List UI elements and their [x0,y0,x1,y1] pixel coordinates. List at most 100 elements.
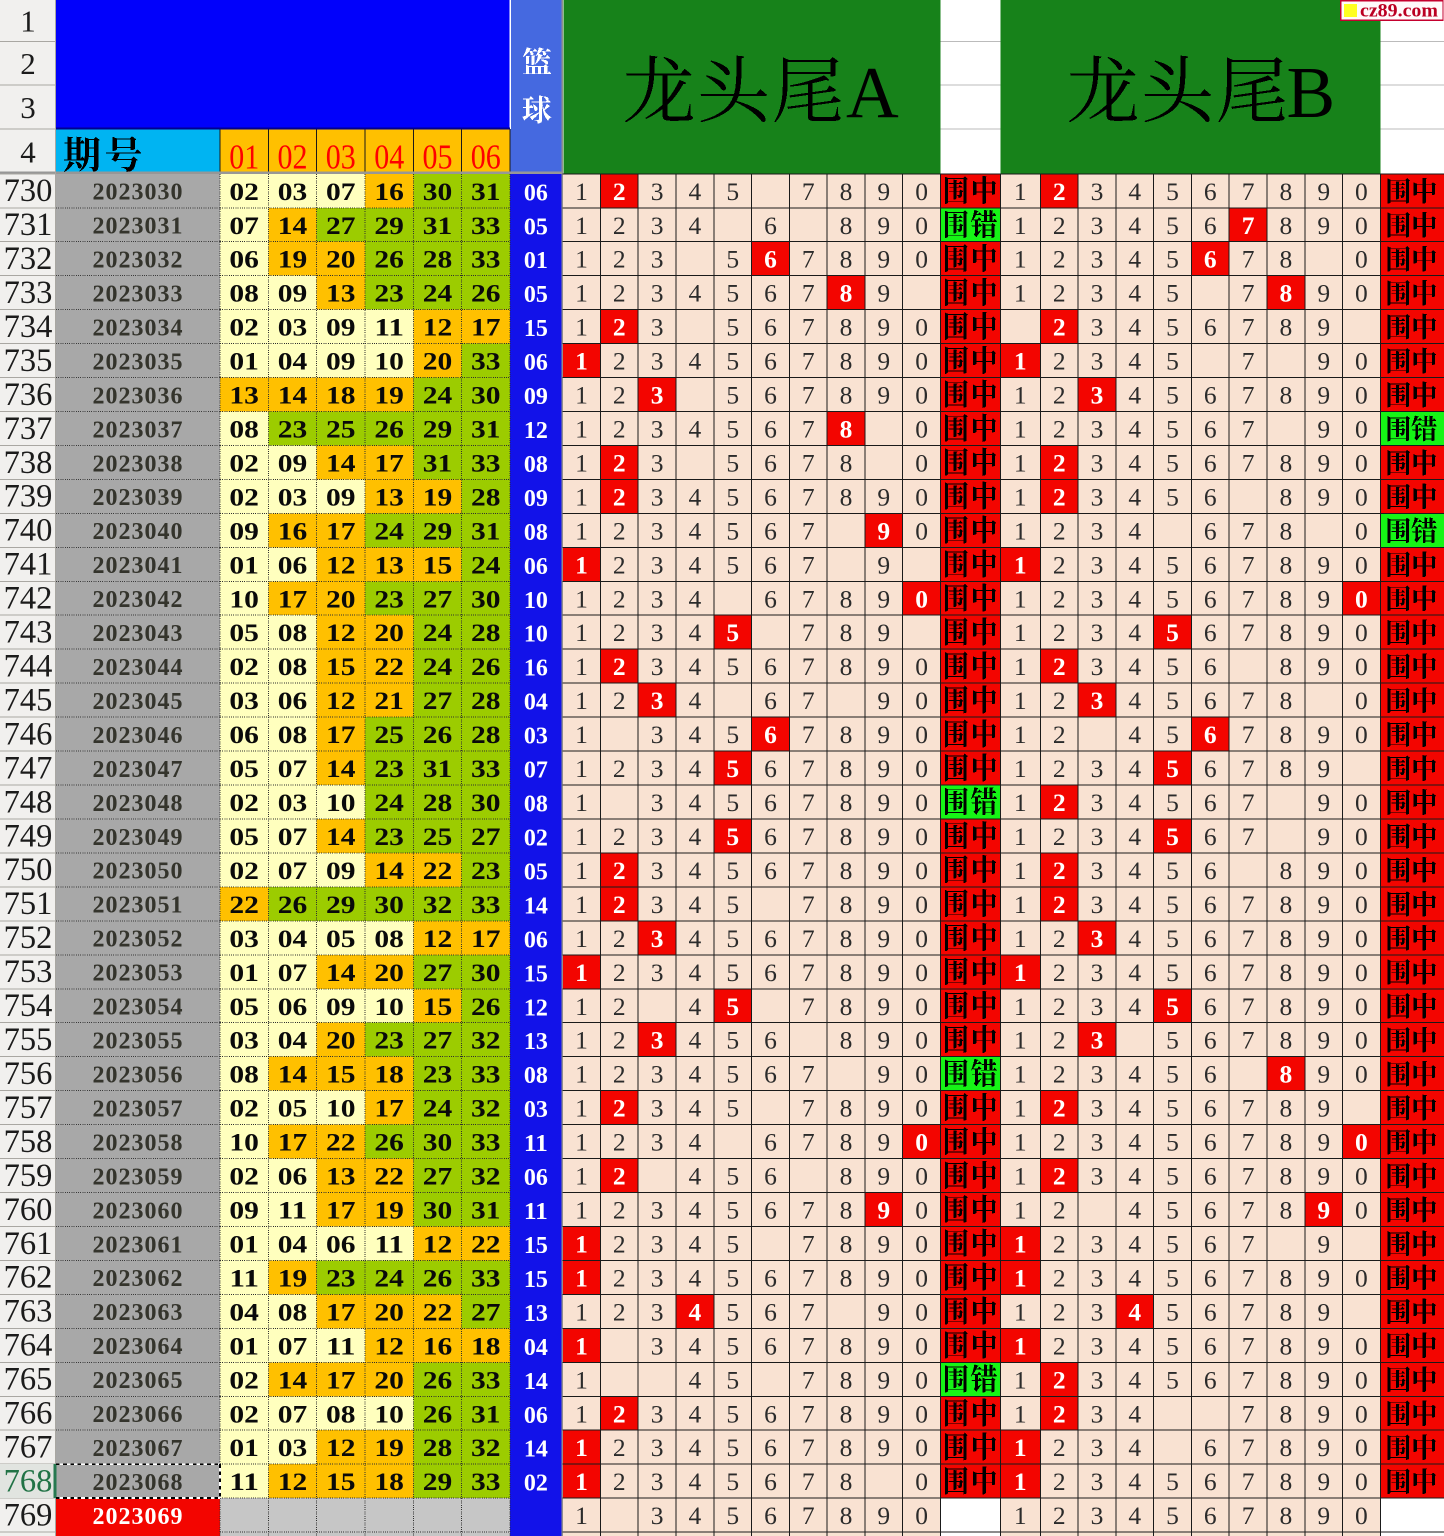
svg-text:08: 08 [229,279,259,308]
svg-text:1: 1 [575,1026,588,1055]
svg-text:8: 8 [840,482,853,511]
svg-text:6: 6 [1204,449,1217,478]
svg-text:3: 3 [1091,618,1104,647]
svg-text:6: 6 [1204,1365,1217,1394]
svg-text:25: 25 [374,720,404,749]
svg-text:3: 3 [1091,1297,1104,1326]
svg-text:14: 14 [326,958,356,987]
svg-text:6: 6 [764,1399,777,1428]
svg-text:30: 30 [471,381,501,410]
svg-text:6: 6 [1204,754,1217,783]
svg-text:4: 4 [1128,652,1141,681]
svg-text:9: 9 [1317,279,1330,308]
svg-text:4: 4 [689,1331,702,1360]
svg-text:23: 23 [374,822,404,851]
svg-text:6: 6 [764,686,777,715]
svg-text:5: 5 [726,720,739,749]
svg-text:1: 1 [575,1094,588,1123]
svg-text:02: 02 [229,652,259,681]
svg-text:11: 11 [278,1196,308,1225]
svg-text:7: 7 [802,1365,815,1394]
svg-text:2: 2 [613,822,626,851]
svg-text:06: 06 [326,1230,356,1259]
svg-text:0: 0 [915,1399,928,1428]
svg-text:9: 9 [877,516,890,545]
svg-text:27: 27 [423,686,453,715]
svg-text:5: 5 [1166,856,1179,885]
svg-text:33: 33 [471,1467,501,1496]
svg-text:21: 21 [374,686,404,715]
svg-text:08: 08 [524,1062,548,1089]
svg-text:7: 7 [802,482,815,511]
svg-text:3: 3 [651,754,664,783]
svg-text:3: 3 [1091,1399,1104,1428]
svg-text:01: 01 [229,138,259,177]
svg-text:5: 5 [1166,584,1179,613]
svg-text:33: 33 [471,347,501,376]
svg-text:5: 5 [726,1094,739,1123]
svg-text:05: 05 [524,858,548,885]
svg-text:05: 05 [326,924,356,953]
svg-text:7: 7 [1242,1331,1255,1360]
svg-text:6: 6 [1204,516,1217,545]
svg-text:31: 31 [471,516,501,545]
svg-text:3: 3 [1091,279,1104,308]
svg-text:2023045: 2023045 [93,689,184,715]
svg-text:7: 7 [1242,1094,1255,1123]
svg-text:2: 2 [1053,1094,1066,1123]
svg-text:2: 2 [1053,686,1066,715]
svg-text:9: 9 [1317,1297,1330,1326]
svg-text:3: 3 [1091,1060,1104,1089]
svg-text:0: 0 [915,720,928,749]
svg-text:2023031: 2023031 [93,214,184,240]
svg-text:5: 5 [726,924,739,953]
svg-text:15: 15 [524,1232,548,1259]
svg-text:7: 7 [802,958,815,987]
svg-text:740: 740 [4,513,53,549]
svg-text:1: 1 [1014,347,1027,376]
svg-text:26: 26 [423,1399,453,1428]
svg-text:748: 748 [4,784,53,820]
svg-text:24: 24 [423,279,453,308]
svg-text:5: 5 [1166,1162,1179,1191]
svg-text:9: 9 [877,652,890,681]
svg-text:17: 17 [471,313,501,342]
svg-text:27: 27 [471,1297,501,1326]
svg-text:09: 09 [278,449,308,478]
svg-text:6: 6 [1204,618,1217,647]
svg-text:3: 3 [1091,584,1104,613]
svg-text:15: 15 [524,960,548,987]
svg-text:2023038: 2023038 [93,451,184,477]
svg-text:5: 5 [726,754,739,783]
svg-text:7: 7 [1242,1128,1255,1157]
svg-text:24: 24 [374,788,404,817]
svg-text:1: 1 [1014,516,1027,545]
svg-text:0: 0 [1355,652,1368,681]
svg-text:9: 9 [877,1365,890,1394]
svg-text:3: 3 [651,856,664,885]
svg-text:2023068: 2023068 [93,1470,184,1496]
svg-text:734: 734 [4,309,53,345]
svg-text:7: 7 [802,550,815,579]
svg-text:3: 3 [651,1094,664,1123]
svg-text:9: 9 [1317,1230,1330,1259]
svg-text:11: 11 [374,313,404,342]
svg-text:9: 9 [877,618,890,647]
svg-text:6: 6 [764,924,777,953]
svg-text:2: 2 [613,754,626,783]
svg-text:6: 6 [1204,958,1217,987]
svg-text:9: 9 [1317,1128,1330,1157]
svg-text:3: 3 [651,822,664,851]
svg-text:9: 9 [877,788,890,817]
svg-text:2: 2 [613,313,626,342]
svg-text:18: 18 [374,1060,404,1089]
svg-text:04: 04 [229,1297,259,1326]
svg-text:1: 1 [1014,1501,1027,1530]
svg-text:5: 5 [726,1399,739,1428]
svg-text:9: 9 [877,313,890,342]
svg-text:20: 20 [374,1365,404,1394]
svg-text:30: 30 [471,958,501,987]
svg-text:8: 8 [1280,924,1293,953]
svg-text:753: 753 [4,954,53,990]
svg-text:4: 4 [1128,958,1141,987]
